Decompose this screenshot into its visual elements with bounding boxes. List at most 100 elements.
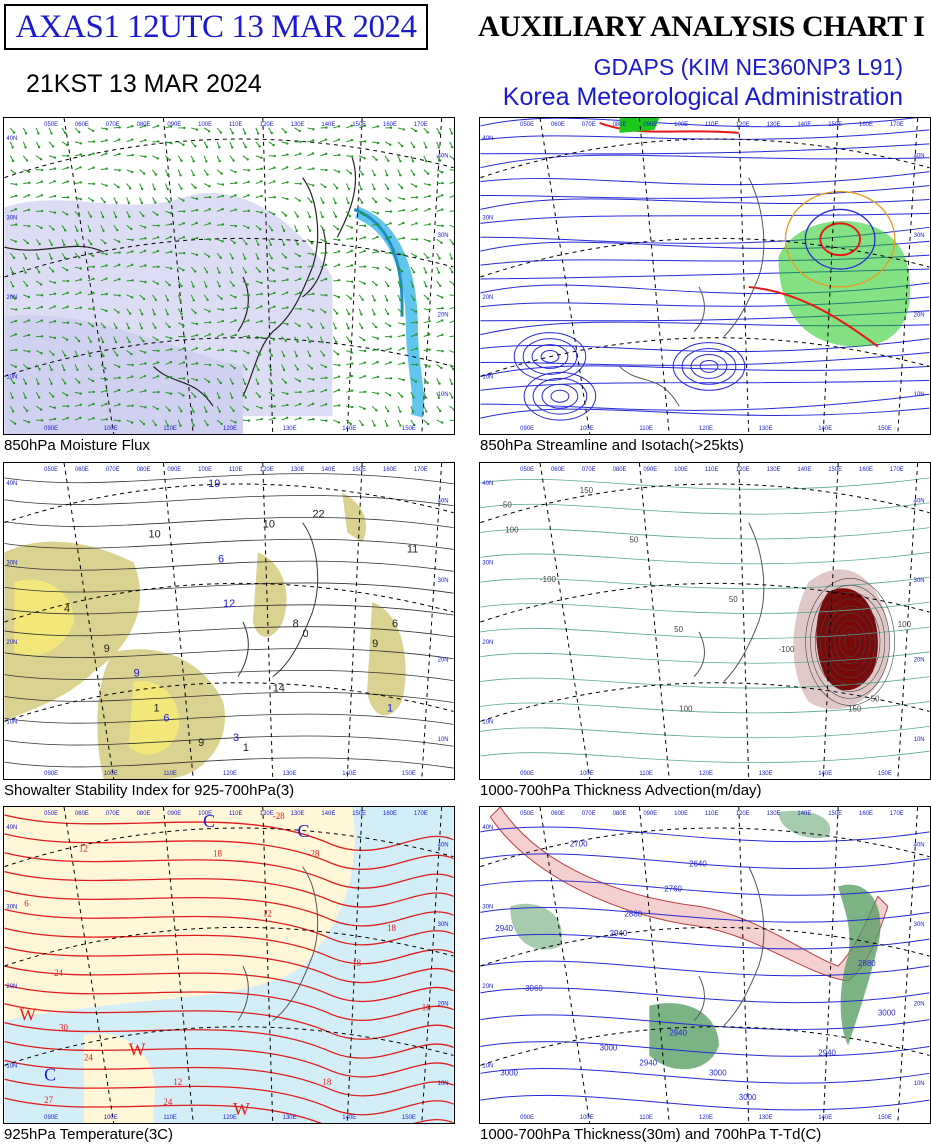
flux-arrowhead [312,417,315,421]
flux-arrowhead [273,154,276,158]
temperature-caption: 925hPa Temperature(3C) [4,1126,173,1143]
lat-label-left: 10N [482,719,493,725]
flux-arrowhead [221,365,224,368]
flux-arrowhead [207,255,211,258]
flux-arrowhead [182,347,186,350]
lat-label-left: 30N [482,215,493,221]
streamline [480,129,930,141]
streamline [480,185,930,199]
flux-arrowhead [169,211,173,215]
lat-label-left: 30N [6,904,17,910]
ssi-contour [4,626,454,638]
flux-arrowhead [156,236,160,239]
flux-arrowhead [79,142,82,145]
flux-arrowhead [12,381,16,385]
warm-adv-contour [829,612,871,671]
flux-arrowhead [114,215,118,219]
flux-arrowhead [286,197,289,201]
flux-arrowhead [387,284,390,288]
warm-background [4,807,355,1021]
flux-arrowhead [411,285,415,288]
thickness-adv-map: -50 100 150 50 -100 50 100 -50 100 150 -100 50 050E… [480,463,930,779]
flux-arrowhead [376,360,379,364]
flux-arrowhead [337,125,341,128]
flux-arrowhead [284,256,287,259]
flux-arrowhead [439,409,442,413]
flux-arrowhead [117,311,120,314]
flux-arrowhead [337,295,341,299]
flux-arrowhead [312,128,315,131]
flux-arrowhead [129,312,132,315]
lon-label-bottom: 120E [223,771,237,777]
flux-arrowhead [298,277,302,281]
flux-arrow [449,419,454,422]
flux-arrowhead [153,313,156,316]
lon-label-top: 170E [414,122,428,128]
flux-arrowhead [324,365,328,369]
flux-arrowhead [385,299,389,302]
flux-arrowhead [11,271,14,274]
isotherm [4,833,454,870]
flux-arrowhead [144,155,147,158]
flux-arrowhead [400,395,404,398]
coastlines [619,177,765,407]
lon-label-bottom: 150E [878,771,892,777]
flux-arrowhead [324,185,327,189]
lat-lon-grid [480,807,930,1123]
temperature-value-label: -28 [273,811,285,821]
temperature-value-label: 24 [163,1097,172,1107]
flux-arrowhead [114,340,118,344]
flux-arrowhead [101,215,105,219]
flux-arrowhead [195,197,199,201]
flux-arrowhead [131,375,134,378]
flux-arrowhead [66,154,70,158]
flux-arrowhead [441,208,444,211]
lon-label-bottom: 120E [699,1115,713,1121]
flux-arrowhead [102,354,105,358]
product-code: AXAS1 12UTC 13 MAR 2024 [15,8,417,45]
flux-arrowhead [231,271,234,274]
flux-arrowhead [53,292,57,295]
thickness-ttd-panel: 2700 2640 2940 2940 2760 2880 3000 3060 2940 3000… [479,806,931,1124]
local-time: 21KST 13 MAR 2024 [26,70,262,98]
lon-label-top: 070E [582,122,596,128]
flux-arrowhead [414,129,418,133]
flux-arrowhead [205,145,209,149]
flux-arrowhead [154,298,158,302]
lon-label-top: 090E [167,122,181,128]
flux-arrowhead [260,156,263,159]
flux-arrowhead [13,422,17,425]
lon-label-bottom: 090E [44,1115,58,1121]
flux-arrowhead [338,153,341,157]
moist-area-west [510,903,562,950]
flux-arrowhead [374,200,378,204]
flux-arrowhead [40,352,43,355]
flux-arrowhead [286,306,289,309]
lat-label-right: 30N [438,578,449,584]
flux-arrowhead [166,313,169,316]
isotherm [4,1022,454,1059]
lat-label-right: 40N [914,843,925,849]
flux-arrowhead [24,257,28,260]
flux-arrowhead [245,242,248,246]
flux-arrowhead [221,333,224,336]
flux-arrowhead [234,194,237,197]
flux-arrowhead [453,283,454,286]
flux-arrowhead [218,396,221,399]
flux-arrowhead [243,382,247,386]
flux-arrowhead [218,285,221,288]
temperature-contours [4,814,454,1123]
flux-arrowhead [38,368,41,371]
flux-arrowhead [63,368,66,372]
flux-arrowhead [450,382,454,386]
flux-arrowhead [208,195,212,199]
ssi-contour [4,495,454,507]
flux-arrowhead [50,382,53,386]
flux-arrowhead [170,267,173,270]
lon-label-top: 080E [137,467,151,473]
flux-arrowhead [373,187,376,191]
flux-arrowhead [79,416,82,419]
flux-arrowhead [77,130,81,134]
flux-arrowhead [337,263,341,266]
flux-arrowhead [350,138,354,142]
